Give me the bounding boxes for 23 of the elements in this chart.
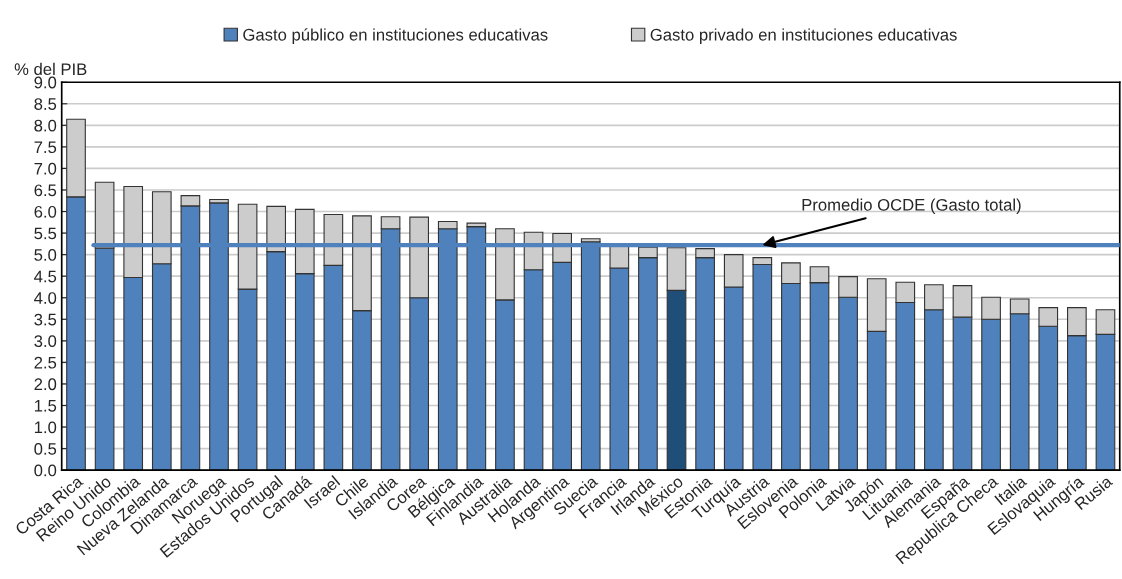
y-tick-label: 4.0 <box>34 292 57 304</box>
annotation: Promedio OCDE (Gasto total) <box>802 198 1021 215</box>
y-tick-label: 8.0 <box>34 119 57 132</box>
y-tick-label: 0.5 <box>34 443 57 455</box>
legend-label: Gasto privado en instituciones educativas <box>650 28 957 44</box>
y-tick-label: 3.0 <box>34 335 57 348</box>
y-tick-label: 7.5 <box>34 141 57 154</box>
legend-label: Gasto público en instituciones educativas <box>243 28 548 44</box>
y-tick-label: 2.5 <box>34 356 57 369</box>
y-tick-label: 2.0 <box>34 378 57 391</box>
y-tick-label: 7.0 <box>34 162 57 175</box>
y-tick-label: 6.5 <box>34 184 57 197</box>
y-tick-label: 4.5 <box>34 270 57 283</box>
y-tick-label: 1.0 <box>34 421 57 434</box>
y-tick-label: 3.5 <box>34 313 57 326</box>
y-tick-label: 6.0 <box>34 205 57 218</box>
y-tick-label: 5.5 <box>34 227 57 240</box>
y-tick-label: 9.0 <box>34 76 57 89</box>
y-axis-title: % del PIB <box>14 62 87 76</box>
y-tick-label: 8.5 <box>34 98 57 110</box>
y-tick-label: 1.5 <box>34 400 57 412</box>
y-tick-label: 5.0 <box>34 249 57 261</box>
y-tick-label: 0.0 <box>34 464 57 477</box>
